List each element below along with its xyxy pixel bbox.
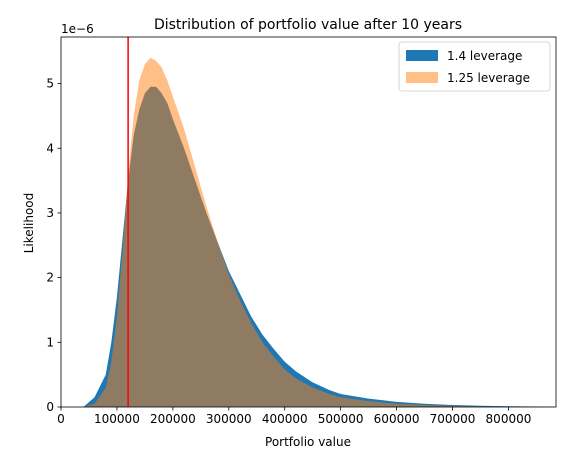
y-axis-ticks: 0 1 2 3 4 5 (46, 77, 61, 414)
y-tick-label: 3 (46, 206, 54, 220)
x-axis-label: Portfolio value (265, 435, 351, 449)
y-axis-offset-label: 1e−6 (61, 22, 94, 36)
legend-label-1-25-leverage: 1.25 leverage (447, 71, 530, 85)
x-tick-label: 0 (57, 412, 65, 426)
y-tick-label: 5 (46, 77, 54, 91)
x-axis-ticks: 0 100000 200000 300000 400000 500000 600000 700… (57, 407, 531, 426)
legend-label-1-4-leverage: 1.4 leverage (447, 49, 522, 63)
x-tick-label: 400000 (262, 412, 308, 426)
x-tick-label: 200000 (150, 412, 196, 426)
y-tick-label: 4 (46, 141, 54, 155)
legend: 1.4 leverage 1.25 leverage (398, 41, 551, 92)
y-tick-label: 2 (46, 271, 54, 285)
y-axis-label: Likelihood (22, 193, 36, 254)
histogram-series-2 (83, 57, 557, 407)
y-tick-label: 0 (46, 400, 54, 414)
legend-swatch-1-25-leverage (406, 72, 438, 83)
legend-swatch-1-4-leverage (406, 50, 438, 61)
bars-layer (83, 57, 557, 407)
y-tick-label: 1 (46, 335, 54, 349)
x-tick-label: 800000 (486, 412, 532, 426)
x-tick-label: 300000 (206, 412, 252, 426)
x-tick-label: 600000 (374, 412, 420, 426)
x-tick-label: 700000 (430, 412, 476, 426)
x-tick-label: 100000 (94, 412, 140, 426)
axes-frame (60, 36, 557, 408)
x-tick-label: 500000 (318, 412, 364, 426)
chart-title: Distribution of portfolio value after 10… (154, 17, 462, 33)
